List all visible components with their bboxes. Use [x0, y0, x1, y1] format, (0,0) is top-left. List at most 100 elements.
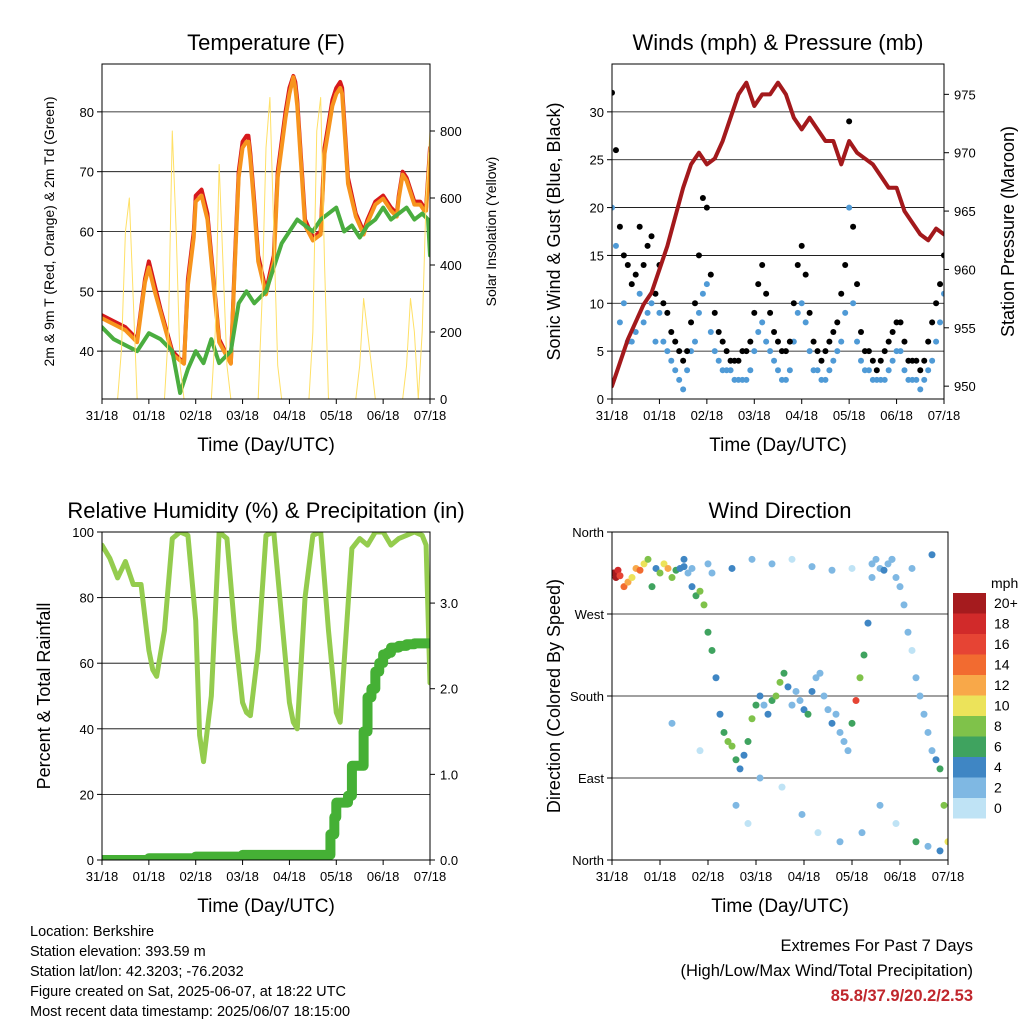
colorbar-swatch: [953, 777, 986, 798]
x-tick-label: 01/18: [644, 869, 677, 884]
y-axis-label: Percent & Total Rainfall: [34, 603, 54, 790]
series-2-point: [913, 357, 920, 364]
series-2-point: [771, 329, 778, 335]
extremes-box: Extremes For Past 7 Days (High/Low/Max W…: [680, 934, 973, 1009]
x-tick-label: 07/18: [928, 408, 961, 423]
series-1-point: [917, 386, 924, 393]
series-1-point: [652, 338, 659, 345]
direction-point: [800, 706, 808, 714]
direction-point: [664, 564, 672, 572]
series-2-point: [897, 319, 904, 326]
series-2-point: [850, 223, 857, 230]
chart-title: Temperature (F): [187, 30, 345, 55]
x-tick-label: 03/18: [740, 869, 773, 884]
y-tick-label: 50: [80, 284, 94, 299]
series-2-point: [755, 281, 762, 288]
direction-point: [708, 569, 716, 577]
series-2-line: [102, 638, 430, 860]
direction-point: [624, 578, 632, 586]
series-3-line: [102, 205, 430, 396]
direction-point: [696, 587, 704, 595]
series-2-point: [668, 329, 675, 335]
series-1-point: [826, 367, 833, 374]
colorbar-swatch: [953, 716, 986, 737]
x-tick-label: 04/18: [273, 869, 306, 884]
direction-point: [640, 560, 648, 568]
direction-point: [920, 710, 928, 718]
series-2-point: [699, 195, 706, 201]
y-axis-label: Direction (Colored By Speed): [544, 579, 564, 813]
direction-point: [748, 715, 756, 723]
direction-point: [716, 710, 724, 718]
direction-point: [924, 842, 932, 850]
series-1-point: [676, 376, 683, 383]
series-1-point: [850, 300, 857, 307]
direction-point: [836, 838, 844, 846]
x-tick-label: 01/18: [133, 408, 166, 423]
direction-point: [796, 697, 804, 705]
y2-tick-label: 0.0: [440, 853, 458, 868]
series-2-line: [102, 75, 430, 366]
y-tick-label: 60: [80, 656, 94, 671]
series-1-point: [711, 348, 718, 355]
y2-tick-label: 3.0: [440, 596, 458, 611]
recent-timestamp: Most recent data timestamp: 2025/06/07 1…: [30, 1004, 351, 1020]
series-2-point: [937, 281, 944, 288]
series-1-point: [933, 338, 940, 345]
direction-point: [668, 574, 676, 582]
colorbar-label: 14: [994, 657, 1010, 673]
direction-point: [814, 829, 822, 837]
y2-tick-label: 2.0: [440, 682, 458, 697]
series-2-point: [814, 348, 821, 355]
series-2-point: [759, 262, 766, 268]
series-1-point: [786, 367, 793, 374]
y2-axis-label: Station Pressure (Maroon): [998, 126, 1018, 337]
series-1-point: [660, 338, 667, 345]
y-tick-label: 80: [80, 591, 94, 606]
direction-point: [772, 692, 780, 700]
colorbar-label: 16: [994, 636, 1010, 652]
direction-point: [712, 674, 720, 682]
y-tick-label: North: [572, 853, 604, 868]
y2-tick-label: 975: [954, 87, 976, 102]
direction-point: [858, 829, 866, 837]
direction-point: [912, 838, 920, 846]
direction-point: [944, 838, 948, 846]
y-tick-label: 5: [597, 344, 604, 359]
direction-point: [928, 747, 936, 755]
series-2-point: [660, 300, 667, 307]
direction-point: [936, 765, 944, 773]
chart-title: Wind Direction: [708, 498, 851, 523]
plot-frame: [611, 531, 949, 861]
series-4-line: [102, 97, 430, 399]
direction-point: [756, 692, 764, 700]
direction-point: [628, 574, 636, 582]
direction-point: [756, 774, 764, 782]
colorbar-label: 2: [994, 780, 1002, 796]
x-tick-label: 06/18: [367, 408, 400, 423]
direction-point: [728, 742, 736, 750]
direction-point: [904, 628, 912, 636]
y-tick-label: West: [575, 607, 605, 622]
series-1-point: [707, 329, 714, 335]
series-1-point: [632, 329, 639, 335]
colorbar-label: 10: [994, 698, 1010, 714]
direction-point: [912, 674, 920, 682]
direction-point: [860, 651, 868, 659]
series-2-point: [707, 271, 714, 278]
x-tick-label: 01/18: [133, 869, 166, 884]
y-tick-label: 25: [590, 153, 604, 168]
series-2-point: [846, 118, 853, 125]
series-2-point: [826, 338, 833, 345]
direction-point: [884, 560, 892, 568]
y-tick-label: 30: [590, 105, 604, 120]
series-1-point: [612, 204, 615, 211]
series-1-point: [846, 204, 853, 211]
direction-point: [848, 564, 856, 572]
series-1-point: [842, 309, 849, 316]
series-2-point: [929, 319, 936, 326]
direction-point: [848, 719, 856, 727]
chart-title: Relative Humidity (%) & Precipitation (i…: [67, 498, 464, 523]
direction-point: [916, 692, 924, 700]
y-tick-label: 0: [597, 392, 604, 407]
